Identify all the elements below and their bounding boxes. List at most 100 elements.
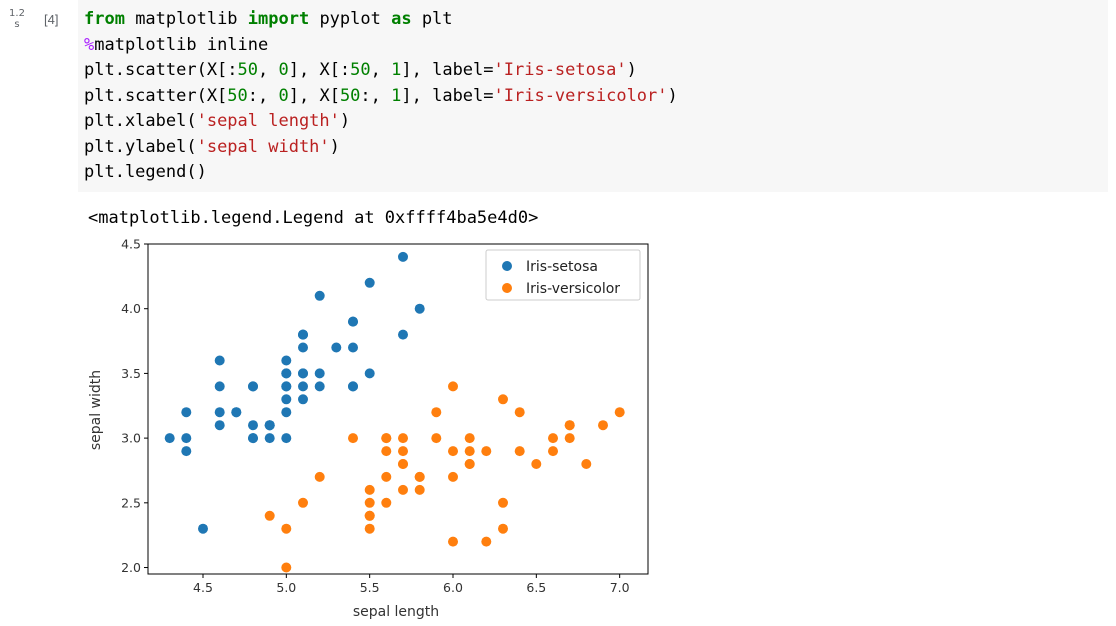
legend-label-versicolor: Iris-versicolor [526, 281, 620, 297]
point-versicolor-46 [398, 446, 408, 457]
point-versicolor-24 [514, 446, 525, 457]
point-versicolor-25 [548, 433, 558, 444]
point-versicolor-32 [414, 471, 425, 482]
legend-frame [485, 249, 641, 301]
point-versicolor-28 [448, 446, 458, 457]
point-setosa-32 [314, 290, 325, 301]
point-setosa-3 [214, 420, 225, 431]
code-line-4: plt.scatter(X[50:, 0], X[50:, 1], label=… [84, 85, 678, 106]
legend-label-setosa: Iris-setosa [526, 259, 598, 275]
x-tick-label: 7.0 [610, 580, 630, 595]
point-versicolor-34 [348, 433, 358, 444]
plot-frame [147, 243, 649, 575]
y-tick-label: 2.0 [121, 560, 141, 575]
point-versicolor-20 [431, 407, 442, 418]
point-versicolor-6 [498, 394, 508, 405]
point-setosa-27 [314, 368, 325, 379]
point-setosa-46 [298, 329, 308, 340]
x-tick-label: 5.5 [360, 580, 380, 595]
point-setosa-37 [264, 420, 275, 431]
point-versicolor-0 [614, 407, 625, 418]
execution-time: 1.2 s [6, 8, 28, 30]
point-versicolor-22 [498, 497, 508, 508]
point-setosa-38 [181, 433, 192, 444]
point-setosa-49 [281, 394, 292, 405]
point-versicolor-41 [464, 433, 475, 444]
point-versicolor-18 [481, 536, 492, 547]
point-versicolor-13 [464, 446, 475, 457]
point-versicolor-33 [448, 471, 458, 482]
code-line-5: plt.xlabel('sepal length') [84, 111, 351, 131]
legend: Iris-setosa Iris-versicolor [485, 249, 641, 301]
point-versicolor-47 [481, 446, 492, 457]
y-tick-label: 3.0 [121, 431, 141, 446]
point-versicolor-14 [381, 446, 392, 457]
point-versicolor-9 [314, 471, 325, 482]
y-tick-label: 3.5 [121, 366, 141, 381]
point-setosa-48 [331, 342, 342, 353]
x-tick-label: 6.5 [526, 580, 546, 595]
point-versicolor-37 [498, 523, 508, 534]
point-versicolor-23 [464, 459, 475, 469]
point-versicolor-29 [398, 484, 408, 495]
point-setosa-10 [348, 342, 358, 353]
y-tick-label: 4.5 [121, 238, 141, 252]
point-setosa-25 [281, 433, 292, 444]
point-setosa-15 [398, 251, 408, 262]
x-tick-label: 5.0 [276, 580, 296, 595]
point-versicolor-40 [364, 484, 375, 495]
x-tick-label: 6.0 [443, 580, 463, 595]
point-versicolor-45 [398, 433, 408, 444]
point-versicolor-3 [364, 523, 375, 534]
point-versicolor-7 [264, 510, 275, 521]
execution-count: [4] [44, 12, 59, 27]
point-versicolor-26 [581, 459, 592, 469]
point-setosa-4 [281, 355, 292, 366]
point-setosa-21 [298, 342, 308, 353]
point-setosa-18 [398, 329, 408, 340]
point-setosa-43 [281, 368, 292, 379]
point-setosa-47 [214, 407, 225, 418]
point-versicolor-42 [414, 484, 425, 495]
code-line-3: plt.scatter(X[:50, 0], X[:50, 1], label=… [84, 60, 637, 80]
point-setosa-1 [264, 433, 275, 444]
y-tick-label: 2.5 [121, 495, 141, 510]
points-layer [164, 251, 625, 573]
point-versicolor-1 [514, 407, 525, 418]
execution-time-unit: s [14, 19, 20, 30]
point-setosa-28 [314, 381, 325, 392]
point-setosa-29 [231, 407, 242, 418]
ticks-layer: 4.5 5.0 5.5 6.0 6.5 7.0 2.0 2.5 3.0 3.5 4.0 4.5 [121, 238, 630, 595]
point-setosa-13 [164, 433, 175, 444]
cell-output-text: <matplotlib.legend.Legend at 0xffff4ba5e… [88, 208, 539, 228]
point-setosa-35 [281, 407, 292, 418]
point-setosa-33 [364, 277, 375, 288]
point-versicolor-43 [281, 523, 292, 534]
point-versicolor-10 [281, 562, 292, 573]
point-setosa-30 [248, 420, 258, 431]
point-versicolor-44 [381, 471, 392, 482]
point-setosa-24 [248, 381, 258, 392]
point-versicolor-27 [564, 433, 575, 444]
x-tick-label: 4.5 [193, 580, 213, 595]
point-setosa-17 [298, 368, 308, 379]
point-setosa-22 [214, 355, 225, 366]
y-axis-label: sepal width [88, 370, 104, 450]
point-versicolor-2 [598, 420, 608, 431]
code-cell-editor[interactable] [78, 0, 1108, 192]
point-versicolor-4 [531, 459, 542, 469]
point-versicolor-49 [398, 459, 408, 469]
code-line-1: from matplotlib import pyplot as plt [84, 9, 453, 29]
point-versicolor-38 [381, 433, 392, 444]
point-versicolor-39 [364, 497, 375, 508]
code-block[interactable]: from matplotlib import pyplot as plt %ma… [84, 7, 678, 186]
legend-marker-setosa [502, 261, 512, 271]
point-versicolor-12 [448, 536, 458, 547]
point-versicolor-48 [298, 497, 308, 508]
point-setosa-31 [348, 381, 358, 392]
code-line-7: plt.legend() [84, 162, 207, 182]
point-setosa-26 [281, 381, 292, 392]
point-setosa-6 [214, 381, 225, 392]
scatter-chart: 4.5 5.0 5.5 6.0 6.5 7.0 2.0 2.5 3.0 3.5 4.0 4.5 sep… [88, 238, 649, 620]
point-setosa-39 [298, 381, 308, 392]
